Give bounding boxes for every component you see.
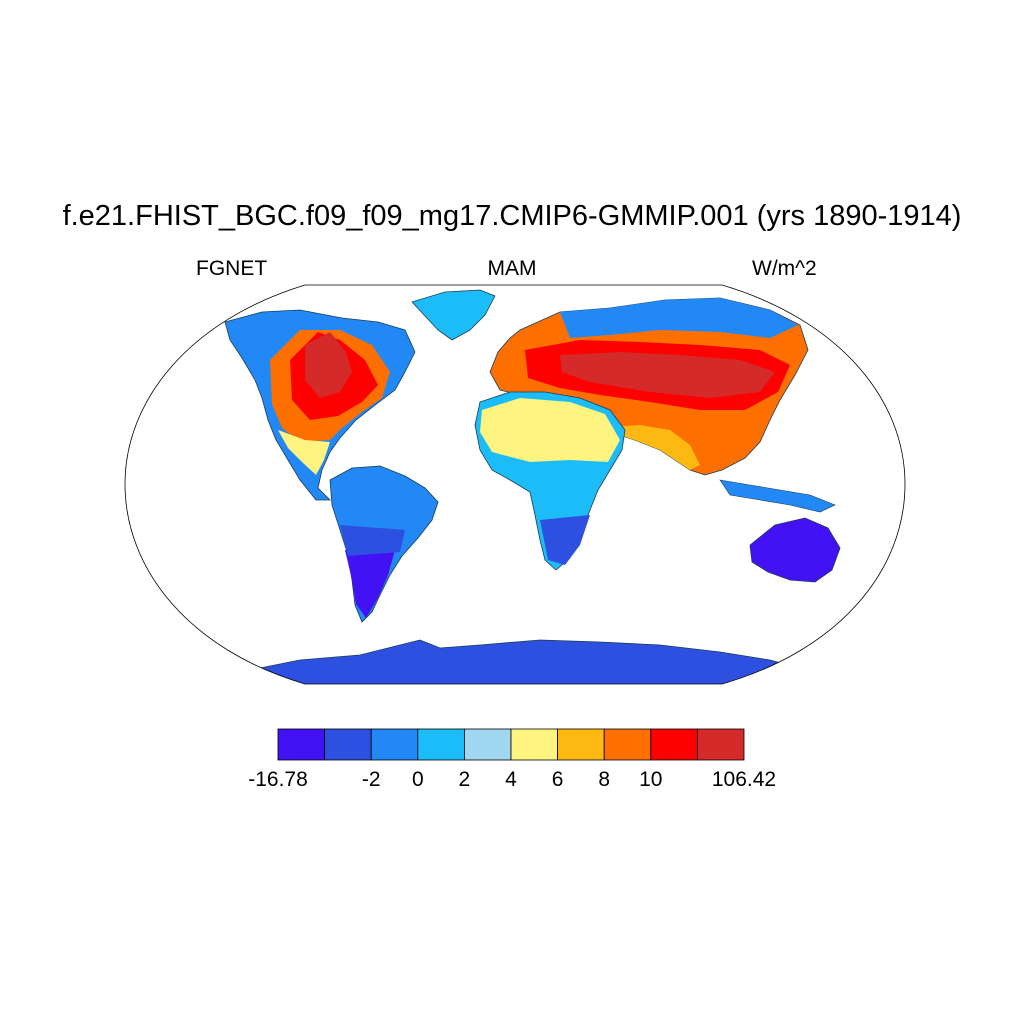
globe-outline	[124, 284, 906, 685]
antarctica	[259, 639, 801, 684]
africa-north	[480, 398, 620, 462]
colorbar-box-6	[557, 728, 605, 761]
colorbar-label-0: -16.78	[248, 768, 308, 791]
south-america-south	[345, 550, 395, 618]
colorbar-box-4	[463, 728, 512, 761]
north-america-south	[278, 430, 330, 475]
eurasia-core	[560, 352, 775, 398]
colorbar-label-6: 8	[598, 768, 611, 791]
colorbar-label-2: 0	[411, 768, 424, 791]
colorbar-box-5	[510, 728, 558, 761]
colorbar-box-9	[697, 728, 745, 761]
maritime-asia	[719, 479, 836, 513]
colorbar-box-0	[277, 728, 325, 761]
colorbar-box-2	[370, 728, 419, 761]
eurasia-north	[560, 298, 798, 338]
colorbar-box-8	[650, 728, 698, 761]
south-america-mid	[340, 525, 405, 556]
colorbar-box-7	[603, 728, 652, 761]
variable-label: FGNET	[196, 257, 268, 280]
colorbar-box-1	[324, 728, 372, 761]
south-asia	[600, 425, 700, 470]
colorbar-label-4: 4	[505, 768, 517, 791]
colorbar	[277, 728, 745, 761]
season-label: MAM	[487, 257, 537, 280]
colorbar-label-1: -2	[361, 768, 381, 791]
australia	[749, 517, 841, 583]
colorbar-box-3	[417, 728, 465, 761]
africa-south	[540, 515, 590, 565]
north-america-core	[305, 332, 352, 398]
colorbar-label-3: 2	[458, 768, 471, 791]
land-layer	[224, 289, 841, 684]
colorbar-label-5: 6	[551, 768, 564, 791]
plot-title: f.e21.FHIST_BGC.f09_f09_mg17.CMIP6-GMMIP…	[62, 200, 962, 232]
units-label: W/m^2	[752, 257, 817, 280]
colorbar-label-7: 10	[639, 768, 663, 791]
colorbar-label-8: 106.42	[711, 768, 777, 791]
greenland	[411, 289, 496, 341]
